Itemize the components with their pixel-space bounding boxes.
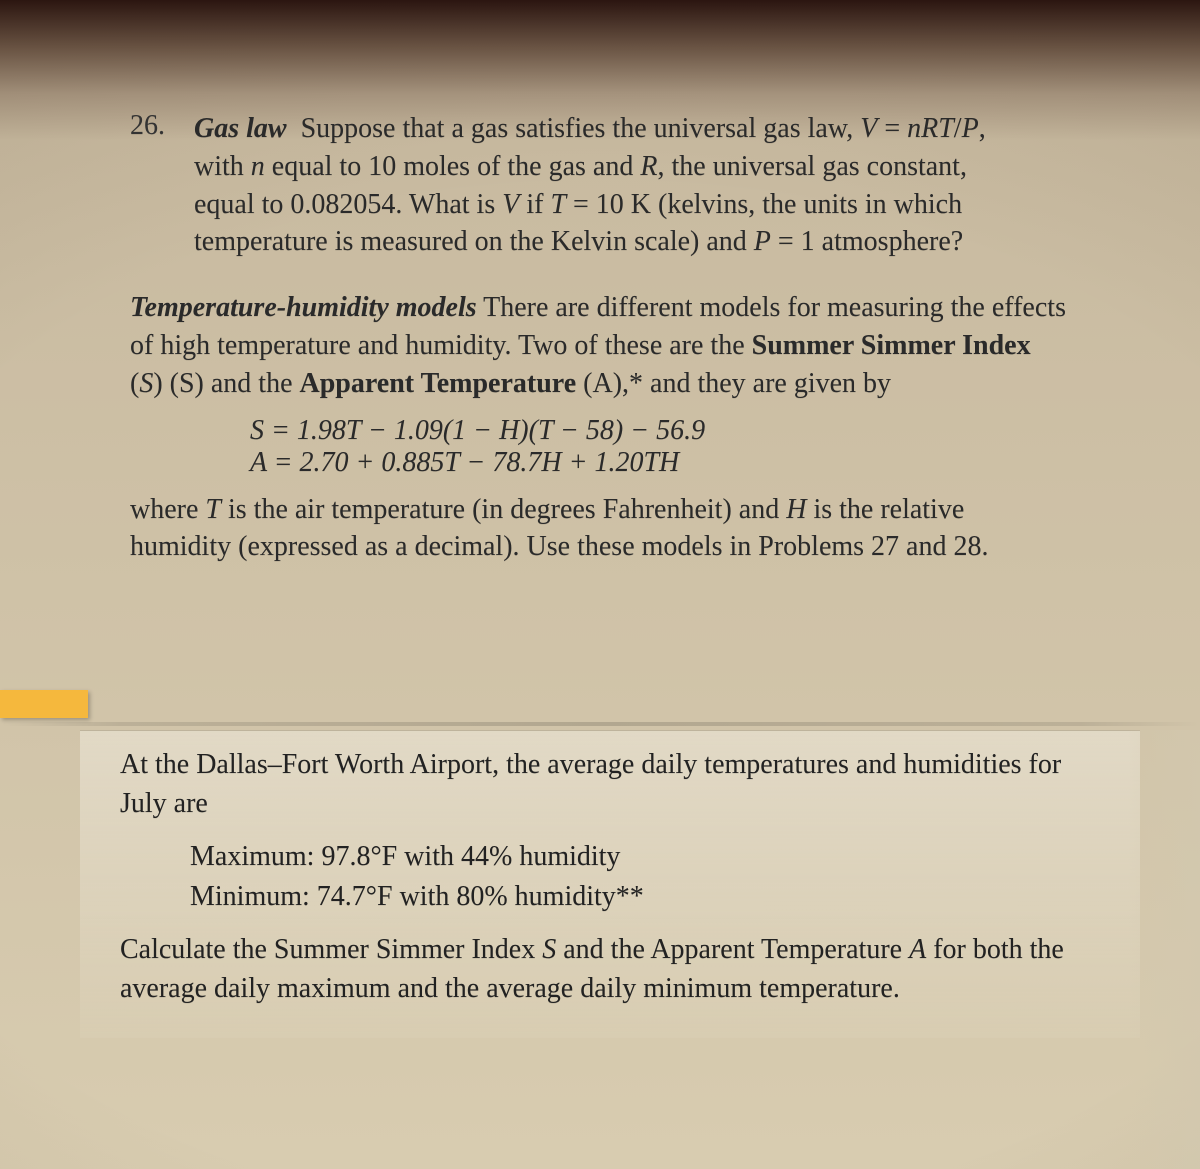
problem-title: Gas law xyxy=(194,113,287,144)
problem-26: 26. Gas law Suppose that a gas satisfies… xyxy=(130,110,1070,261)
sticky-note-tab xyxy=(0,690,88,718)
th-text3: (A),* and they are given by xyxy=(576,368,891,399)
at-name: Apparent Temperature xyxy=(300,368,577,399)
dfw-task: Calculate the Summer Simmer Index S and … xyxy=(120,930,1100,1008)
min-row: Minimum: 74.7°F with 80% humidity** xyxy=(190,877,1100,916)
textbook-page: 26. Gas law Suppose that a gas satisfies… xyxy=(90,100,1110,606)
th-text2: (S) and the xyxy=(163,368,300,399)
dfw-intro: At the Dallas–Fort Worth Airport, the av… xyxy=(120,745,1100,823)
problem-text-block: At the Dallas–Fort Worth Airport, the av… xyxy=(80,730,1140,1038)
eq-s: S = 1.98T − 1.09(1 − H)(T − 58) − 56.9 xyxy=(250,415,1070,447)
problem-text: Suppose that a gas satisfies the univers… xyxy=(194,113,986,257)
th-title: Temperature-humidity models xyxy=(130,292,477,323)
page-crease xyxy=(0,722,1200,726)
th-intro: Temperature-humidity models There are di… xyxy=(130,289,1070,402)
problem-body: Gas law Suppose that a gas satisfies the… xyxy=(194,110,994,261)
equations: S = 1.98T − 1.09(1 − H)(T − 58) − 56.9 A… xyxy=(250,415,1070,479)
eq-a: A = 2.70 + 0.885T − 78.7H + 1.20TH xyxy=(250,447,1070,479)
problem-number: 26. xyxy=(130,110,190,142)
where-paragraph: where T is the air temperature (in degre… xyxy=(130,491,1070,567)
max-row: Maximum: 97.8°F with 44% humidity xyxy=(190,837,1100,876)
max-min-block: Maximum: 97.8°F with 44% humidity Minimu… xyxy=(190,837,1100,915)
wsi-name: Summer Simmer Index xyxy=(752,330,1031,361)
